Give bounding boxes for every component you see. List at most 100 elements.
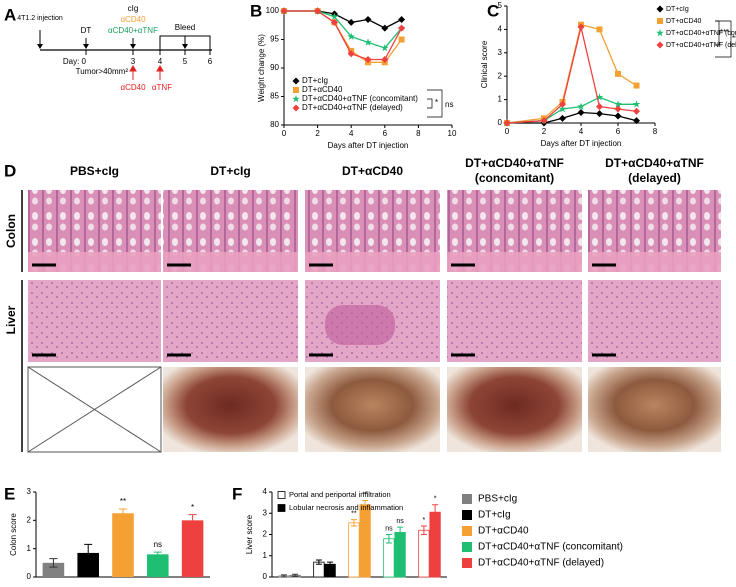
legend-label: DT+αCD40+αTNF (concomitant) <box>478 542 623 553</box>
marker <box>330 12 339 20</box>
sig-annotation: * <box>191 503 194 512</box>
marker <box>280 7 288 15</box>
marker <box>347 32 355 40</box>
bar <box>147 554 169 577</box>
marker <box>364 55 372 63</box>
marker <box>559 114 566 122</box>
legend-label: DT+αCD40+αTNF (concomitant) <box>302 94 418 103</box>
panel-label: D <box>4 161 16 180</box>
legend-swatch <box>462 526 472 536</box>
sig-annotation: * <box>423 517 426 524</box>
marker <box>540 117 548 125</box>
marker <box>398 16 406 24</box>
marker <box>364 16 372 24</box>
liver-photo <box>305 367 440 452</box>
marker <box>656 41 664 49</box>
colon-mucosa <box>163 252 298 272</box>
error-bar <box>188 514 197 527</box>
marker <box>595 93 604 101</box>
marker <box>615 70 621 77</box>
marker <box>381 55 389 63</box>
bar <box>383 538 395 578</box>
sig-annotation: ns <box>154 540 162 549</box>
colon-mucosa <box>447 252 582 272</box>
y-tick-label: 2 <box>263 530 268 539</box>
bar <box>348 522 360 578</box>
legend-swatch <box>462 494 472 504</box>
marker <box>614 112 622 120</box>
panel-label: E <box>4 484 15 503</box>
marker <box>398 24 406 32</box>
colon-mucosa <box>305 252 440 272</box>
colon-mucosa <box>28 252 161 272</box>
marker <box>633 107 640 115</box>
y-tick-label: 95 <box>270 35 279 44</box>
marker <box>614 105 622 113</box>
y-tick-label: 3 <box>498 48 503 57</box>
y-tick-label: 0 <box>263 572 268 581</box>
sig-bracket <box>715 20 732 58</box>
marker <box>577 108 585 116</box>
y-tick-label: 90 <box>270 63 279 72</box>
row-label: Liver <box>4 305 18 334</box>
legend-label: DT+cIg <box>666 6 689 13</box>
x-tick-label: 10 <box>448 129 457 138</box>
error-bar <box>327 561 334 567</box>
panel-label: C <box>487 1 499 20</box>
timeline-label: 3 <box>131 57 136 66</box>
y-tick-label: 5 <box>498 1 503 10</box>
timeline: 4T1.2 injection DT cIg αCD40 αCD40+αTNF … <box>17 4 213 92</box>
x-tick-label: 8 <box>416 129 421 138</box>
error-bar <box>315 559 322 565</box>
liver-image <box>163 280 298 362</box>
liver-lesion <box>325 305 395 345</box>
timeline-label: αTNF <box>152 83 172 92</box>
error-bar <box>385 534 392 544</box>
sig-annotation: *** <box>720 28 729 37</box>
y-tick-label: 100 <box>266 6 280 15</box>
timeline-label: Tumor>40mm² <box>76 67 129 76</box>
timeline-label: Bleed <box>175 23 195 32</box>
y-tick-label: 0 <box>27 572 32 581</box>
bar <box>394 531 406 578</box>
y-axis-label: Clinical score <box>480 40 489 88</box>
timeline-label: 6 <box>208 57 213 66</box>
marker <box>292 95 300 103</box>
marker <box>293 87 299 93</box>
timeline-label: αCD40 <box>120 83 146 92</box>
bar <box>429 511 441 578</box>
y-tick-label: 1 <box>27 544 32 553</box>
x-axis-label: Days after DT injection <box>328 141 409 150</box>
marker <box>596 103 603 111</box>
legend-label: DT+αCD40 <box>478 526 529 537</box>
legend-swatch <box>462 558 472 568</box>
bar <box>359 504 371 578</box>
y-tick-label: 1 <box>263 551 268 560</box>
x-tick-label: 2 <box>542 127 547 136</box>
y-tick-label: 2 <box>498 71 503 80</box>
column-header: (concomitant) <box>475 171 554 185</box>
y-tick-label: 4 <box>263 487 268 496</box>
timeline-label: cIg <box>128 4 139 13</box>
y-tick-label: 3 <box>263 508 268 517</box>
legend-label: PBS+cIg <box>478 494 517 505</box>
y-tick-label: 4 <box>498 25 503 34</box>
legend-label: DT+αCD40+αTNF (delayed) <box>478 558 604 569</box>
marker <box>633 82 640 89</box>
empty-cross <box>27 366 162 453</box>
liver-image <box>588 280 721 362</box>
sig-annotation: ns <box>385 525 393 532</box>
panel-label: B <box>250 1 262 20</box>
legend-label: DT+αCD40+αTNF (concomitant) <box>666 30 736 37</box>
marker <box>347 50 355 58</box>
sig-annotation: ** <box>120 497 126 506</box>
row-label: Colon <box>4 214 18 248</box>
legend-label: DT+αCD40 <box>302 85 343 94</box>
marker <box>559 100 566 108</box>
marker <box>656 5 664 13</box>
x-tick-label: 4 <box>349 129 354 138</box>
marker <box>632 100 641 108</box>
liver-photo <box>588 367 721 452</box>
marker <box>314 7 322 15</box>
y-tick-label: 1 <box>498 95 503 104</box>
